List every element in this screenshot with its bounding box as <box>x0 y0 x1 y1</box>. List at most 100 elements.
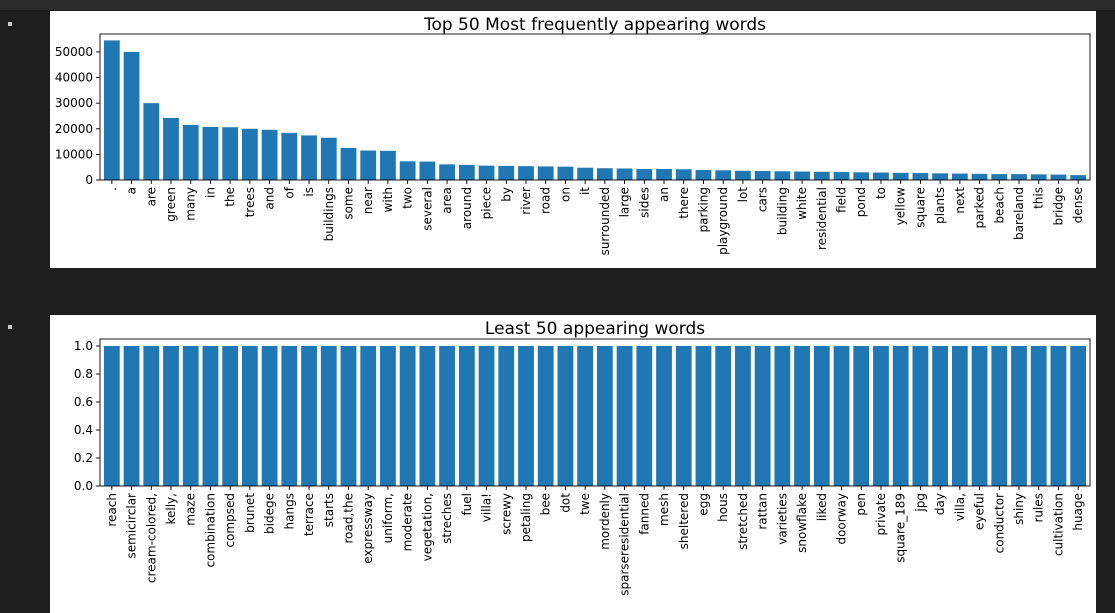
top-bar <box>1011 174 1027 180</box>
top-xtick-label: several <box>420 187 434 231</box>
least-bar <box>518 346 534 486</box>
top-xtick-label: it <box>578 187 592 195</box>
least-bar <box>754 346 771 486</box>
least-xtick-label: liked <box>815 493 829 521</box>
top-bar <box>439 164 455 180</box>
least-xtick-label: hous <box>716 493 730 522</box>
least-xtick-label: stretched <box>736 493 750 550</box>
notebook-top-bar <box>0 0 1115 10</box>
top-xtick-label: parking <box>696 187 710 232</box>
least-bar <box>103 346 120 486</box>
top-ytick-label: 10000 <box>55 147 93 161</box>
least-xtick-label: egg <box>696 493 710 516</box>
top-bar <box>1070 175 1087 180</box>
top-bar <box>636 168 653 180</box>
top-bar <box>182 124 199 180</box>
top-bar <box>123 51 140 181</box>
top-xtick-label: surrounded <box>598 187 612 255</box>
least-words-chart: Least 50 appearing words 0.0 0.2 0.4 0.6 0.8 1… <box>74 319 1091 596</box>
least-xtick-label: uniform, <box>381 493 395 543</box>
least-bar <box>123 346 140 486</box>
least-bar <box>182 346 199 486</box>
least-xtick-label: sparseresidential <box>618 493 632 596</box>
least-bar <box>301 346 317 486</box>
top-xtick-label: the <box>223 187 237 207</box>
least-bar <box>1070 346 1087 486</box>
least-xtick-label: terrace <box>302 493 316 536</box>
least-bar <box>478 346 495 486</box>
top-bar <box>281 132 298 180</box>
top-xtick-label: sides <box>637 187 651 218</box>
least-words-figure: Least 50 appearing words 0.0 0.2 0.4 0.6 0.8 1… <box>50 315 1096 613</box>
least-xtick-label: bidege <box>263 493 277 534</box>
least-plot-frame <box>99 338 1091 487</box>
top-bar <box>163 118 179 180</box>
least-xtick-label: villa, <box>953 493 967 521</box>
top-bar <box>103 40 120 181</box>
top-bar <box>892 172 909 180</box>
least-xtick-label: road,the <box>341 493 355 543</box>
least-ytick-label: 0.6 <box>74 395 93 409</box>
least-bar <box>419 346 436 486</box>
top-xtick-label: lot <box>736 187 750 203</box>
top-bar <box>794 171 810 180</box>
least-xtick-label: dot <box>558 493 572 513</box>
top-xtick-label: a <box>125 187 139 194</box>
least-xtick-label: mordenly <box>598 493 612 550</box>
least-bar <box>991 346 1008 486</box>
least-xtick-label: streches <box>440 493 454 544</box>
top-bar <box>399 161 416 180</box>
top-words-chart: Top 50 Most frequently appearing words 0 1… <box>55 15 1091 255</box>
top-bar <box>951 173 968 180</box>
top-xtick-label: plants <box>933 187 947 224</box>
top-bar <box>656 168 672 180</box>
top-ytick-label: 0 <box>85 173 93 187</box>
least-xtick-label: kelly, <box>164 493 178 525</box>
top-bar <box>774 171 791 180</box>
top-bar <box>261 129 278 180</box>
least-bar <box>892 346 909 486</box>
top-xtick-label: cars <box>756 187 770 212</box>
least-xtick-label: cultivation <box>1051 493 1065 556</box>
top-bar <box>557 166 574 180</box>
least-bar <box>951 346 968 486</box>
top-ytick-label: 40000 <box>55 71 93 85</box>
top-bar <box>873 172 889 180</box>
top-xtick-label: with <box>381 187 395 212</box>
top-bar <box>715 170 732 180</box>
least-xtick-label: reach <box>105 493 119 527</box>
top-bar <box>537 166 554 180</box>
least-xtick-label: screwy <box>499 493 513 535</box>
top-xtick-label: buildings <box>322 187 336 241</box>
top-xtick-label: pond <box>854 187 868 217</box>
output-cell-marker-1 <box>8 22 12 26</box>
least-xtick-label: brunet <box>243 493 257 533</box>
top-bar <box>518 166 534 180</box>
top-bar <box>991 174 1008 180</box>
least-bar <box>715 346 732 486</box>
top-xtick-label: two <box>401 187 415 209</box>
top-bar <box>596 168 613 180</box>
least-xtick-label: conductor <box>992 493 1006 553</box>
top-xtick-label: river <box>519 187 533 215</box>
top-xtick-label: field <box>835 187 849 213</box>
top-plot-frame <box>99 33 1091 181</box>
top-xtick-label: are <box>144 187 158 206</box>
least-xtick-label: pen <box>854 493 868 516</box>
least-xtick-label: semicirclar <box>125 493 139 559</box>
top-bar <box>912 173 929 180</box>
least-bar <box>163 346 179 486</box>
least-ytick-label: 0.4 <box>74 423 93 437</box>
top-bar <box>419 161 436 180</box>
least-bar <box>498 346 515 486</box>
least-bar <box>912 346 929 486</box>
top-xtick-label: bridge <box>1051 187 1065 226</box>
least-bar <box>281 346 298 486</box>
top-bar <box>380 150 396 180</box>
least-xtick-label: doorway <box>835 493 849 545</box>
least-bar <box>222 346 239 486</box>
least-xtick-label: expressway <box>361 493 375 564</box>
least-xtick-label: compsed <box>223 493 237 547</box>
top-bar <box>932 173 949 180</box>
top-bar <box>577 167 594 180</box>
